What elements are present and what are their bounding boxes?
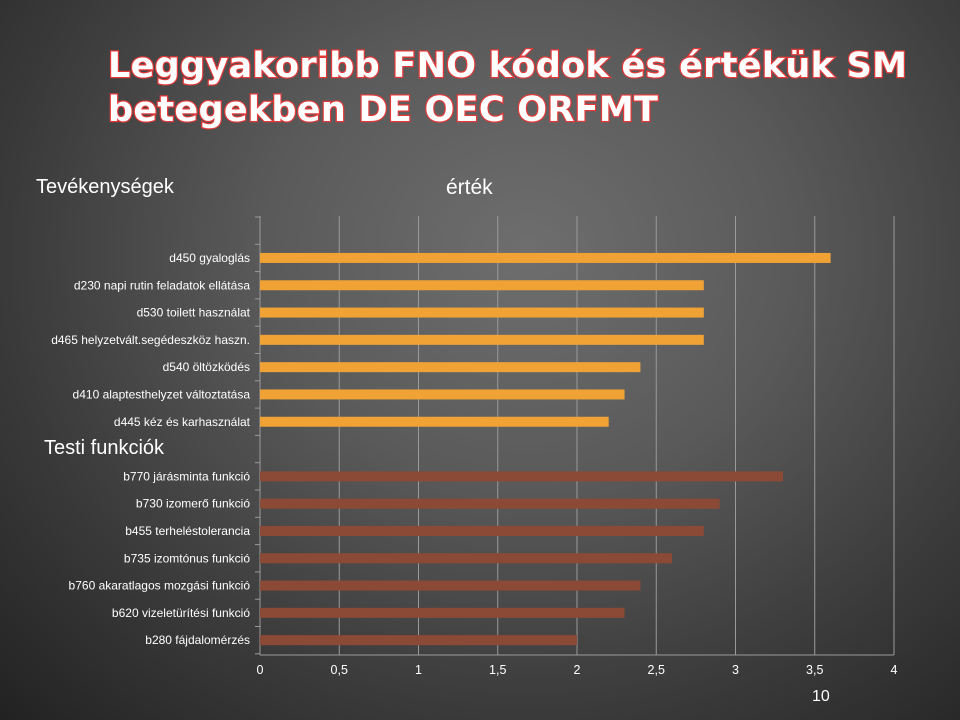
x-tick-label: 4 bbox=[891, 663, 898, 677]
x-tick-label: 3 bbox=[732, 663, 739, 677]
category-label: d445 kéz és karhasználat bbox=[114, 415, 251, 429]
bar bbox=[260, 362, 641, 373]
category-label: b760 akaratlagos mozgási funkció bbox=[69, 579, 251, 593]
category-label: b455 terheléstolerancia bbox=[125, 524, 250, 538]
x-tick-label: 0 bbox=[257, 663, 264, 677]
category-label: d230 napi rutin feladatok ellátása bbox=[74, 278, 250, 292]
bar bbox=[260, 307, 704, 318]
value-axis-header: érték bbox=[446, 176, 493, 199]
category-label: d410 alaptesthelyzet változtatása bbox=[73, 387, 251, 401]
bar bbox=[260, 498, 720, 509]
category-label: d450 gyaloglás bbox=[169, 251, 250, 265]
category-label: b735 izomtónus funkció bbox=[124, 551, 250, 565]
bar bbox=[260, 389, 625, 400]
page-number: 10 bbox=[812, 688, 830, 705]
bar bbox=[260, 553, 673, 564]
bar bbox=[260, 580, 641, 591]
x-tick-label: 2 bbox=[574, 663, 581, 677]
x-tick-label: 2,5 bbox=[648, 663, 665, 677]
bar bbox=[260, 471, 784, 482]
bar bbox=[260, 280, 704, 291]
bar bbox=[260, 252, 831, 263]
activities-group-label: Tevékenységek bbox=[36, 176, 174, 198]
bar bbox=[260, 635, 577, 646]
category-label: d530 toilett használat bbox=[137, 306, 251, 320]
slide-title: Leggyakoribb FNO kódok és értékük SM bet… bbox=[107, 45, 909, 132]
category-label: b620 vizeletürítési funkció bbox=[112, 606, 250, 620]
x-tick-label: 1 bbox=[415, 663, 422, 677]
bar bbox=[260, 525, 704, 536]
category-label: b770 járásminta funkció bbox=[123, 469, 250, 483]
bar bbox=[260, 416, 609, 427]
category-label: d540 öltözködés bbox=[163, 360, 250, 374]
x-tick-label: 1,5 bbox=[489, 663, 506, 677]
x-tick-label: 0,5 bbox=[331, 663, 348, 677]
body-functions-group-label: Testi funkciók bbox=[44, 437, 165, 459]
bar bbox=[260, 607, 625, 618]
category-label: b280 fájdalomérzés bbox=[145, 633, 250, 647]
x-tick-label: 3,5 bbox=[806, 663, 823, 677]
bar bbox=[260, 334, 704, 345]
category-label: b730 izomerő funkció bbox=[136, 497, 250, 511]
category-label: d465 helyzetvált.segédeszköz haszn. bbox=[51, 333, 250, 347]
